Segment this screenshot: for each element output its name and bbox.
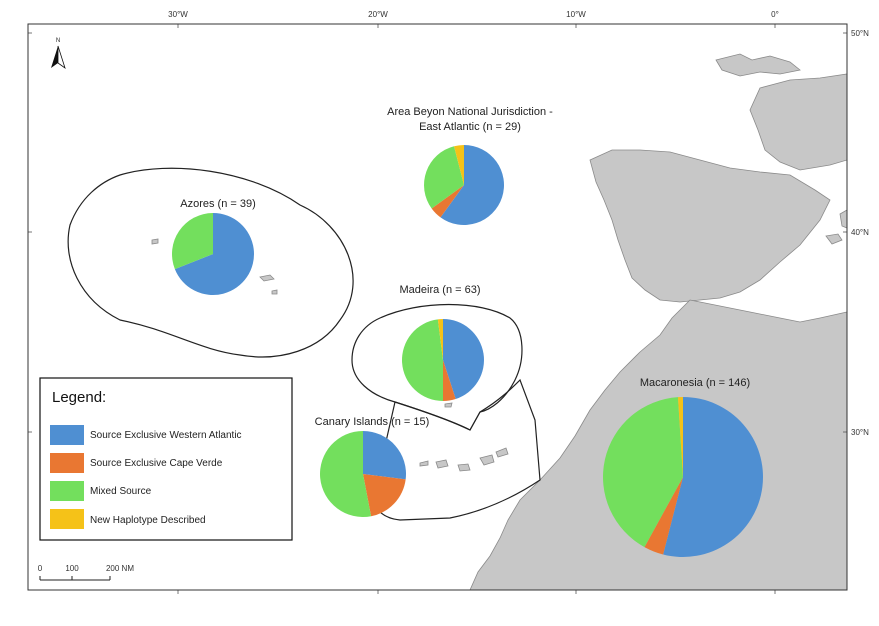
land-balearic xyxy=(825,233,843,245)
legend-swatch-cape-verde xyxy=(50,453,84,473)
pie-abnj xyxy=(424,145,504,225)
pie-slice-abnj-cape-verde xyxy=(431,185,464,218)
pie-azores xyxy=(172,213,255,295)
land-france xyxy=(749,73,848,171)
pie-slice-madeira-cape-verde xyxy=(443,360,456,401)
title-abnj-line1: Area Beyon National Jurisdiction - xyxy=(387,106,553,118)
pie-slice-canary-mixed xyxy=(320,431,372,517)
pie-slice-macaronesia-western-atlantic xyxy=(663,397,763,557)
title-canary: Canary Islands (n = 15) xyxy=(315,416,430,428)
pie-slice-madeira-mixed xyxy=(402,319,443,401)
pie-slice-abnj-mixed xyxy=(424,146,464,209)
legend-label-new-haplotype: New Haplotype Described xyxy=(90,515,206,526)
map-frame xyxy=(27,23,848,591)
north-arrow-label: N xyxy=(56,38,60,44)
legend: Legend: Source Exclusive Western Atlanti… xyxy=(39,377,293,541)
axis-label-30n: 30°N xyxy=(851,428,869,437)
scale-label-100: 100 xyxy=(65,564,79,573)
scale-label-200nm: 200 NM xyxy=(106,564,134,573)
eez-canary xyxy=(373,378,541,521)
pie-slice-madeira-western-atlantic xyxy=(443,319,484,399)
land-iberia xyxy=(589,149,831,303)
scale-bar: 0 100 200 NM xyxy=(38,564,134,581)
legend-swatch-new-haplotype xyxy=(50,509,84,529)
legend-label-cape-verde: Source Exclusive Cape Verde xyxy=(90,458,223,469)
axis-label-40n: 40°N xyxy=(851,228,869,237)
title-azores: Azores (n = 39) xyxy=(180,198,256,210)
pie-slice-madeira-new-haplotype xyxy=(437,319,443,360)
pie-slice-azores-mixed xyxy=(172,213,213,270)
land-british-isles xyxy=(715,53,801,77)
title-abnj-line2: East Atlantic (n = 29) xyxy=(419,121,521,133)
pie-slice-abnj-western-atlantic xyxy=(440,145,504,225)
pie-slice-macaronesia-cape-verde xyxy=(644,477,683,555)
legend-title: Legend: xyxy=(52,389,106,406)
scale-label-0: 0 xyxy=(38,564,43,573)
pie-canary xyxy=(320,431,406,517)
legend-swatch-mixed xyxy=(50,481,84,501)
eez-azores xyxy=(67,167,354,358)
north-arrow-icon: N xyxy=(51,38,66,70)
title-madeira: Madeira (n = 63) xyxy=(399,284,480,296)
axis-label-30w: 30°W xyxy=(168,10,188,19)
pie-slice-canary-western-atlantic xyxy=(363,431,406,480)
axis-label-0: 0° xyxy=(771,10,779,19)
pie-slice-canary-cape-verde xyxy=(363,474,406,517)
legend-label-mixed: Mixed Source xyxy=(90,486,152,497)
graticule-ticks xyxy=(28,24,847,594)
pie-slice-azores-western-atlantic xyxy=(174,213,255,295)
pie-slice-abnj-new-haplotype xyxy=(454,145,464,185)
eez-boundaries xyxy=(67,167,541,521)
pie-slice-macaronesia-new-haplotype xyxy=(677,397,683,477)
pie-macaronesia xyxy=(603,397,763,557)
axis-label-10w: 10°W xyxy=(566,10,586,19)
pie-slice-macaronesia-mixed xyxy=(603,397,683,548)
legend-swatch-western-atlantic xyxy=(50,425,84,445)
legend-label-western-atlantic: Source Exclusive Western Atlantic xyxy=(90,430,242,441)
title-macaronesia: Macaronesia (n = 146) xyxy=(640,377,750,389)
pie-madeira xyxy=(402,319,484,401)
axis-label-50n: 50°N xyxy=(851,29,869,38)
axis-label-20w: 20°W xyxy=(368,10,388,19)
